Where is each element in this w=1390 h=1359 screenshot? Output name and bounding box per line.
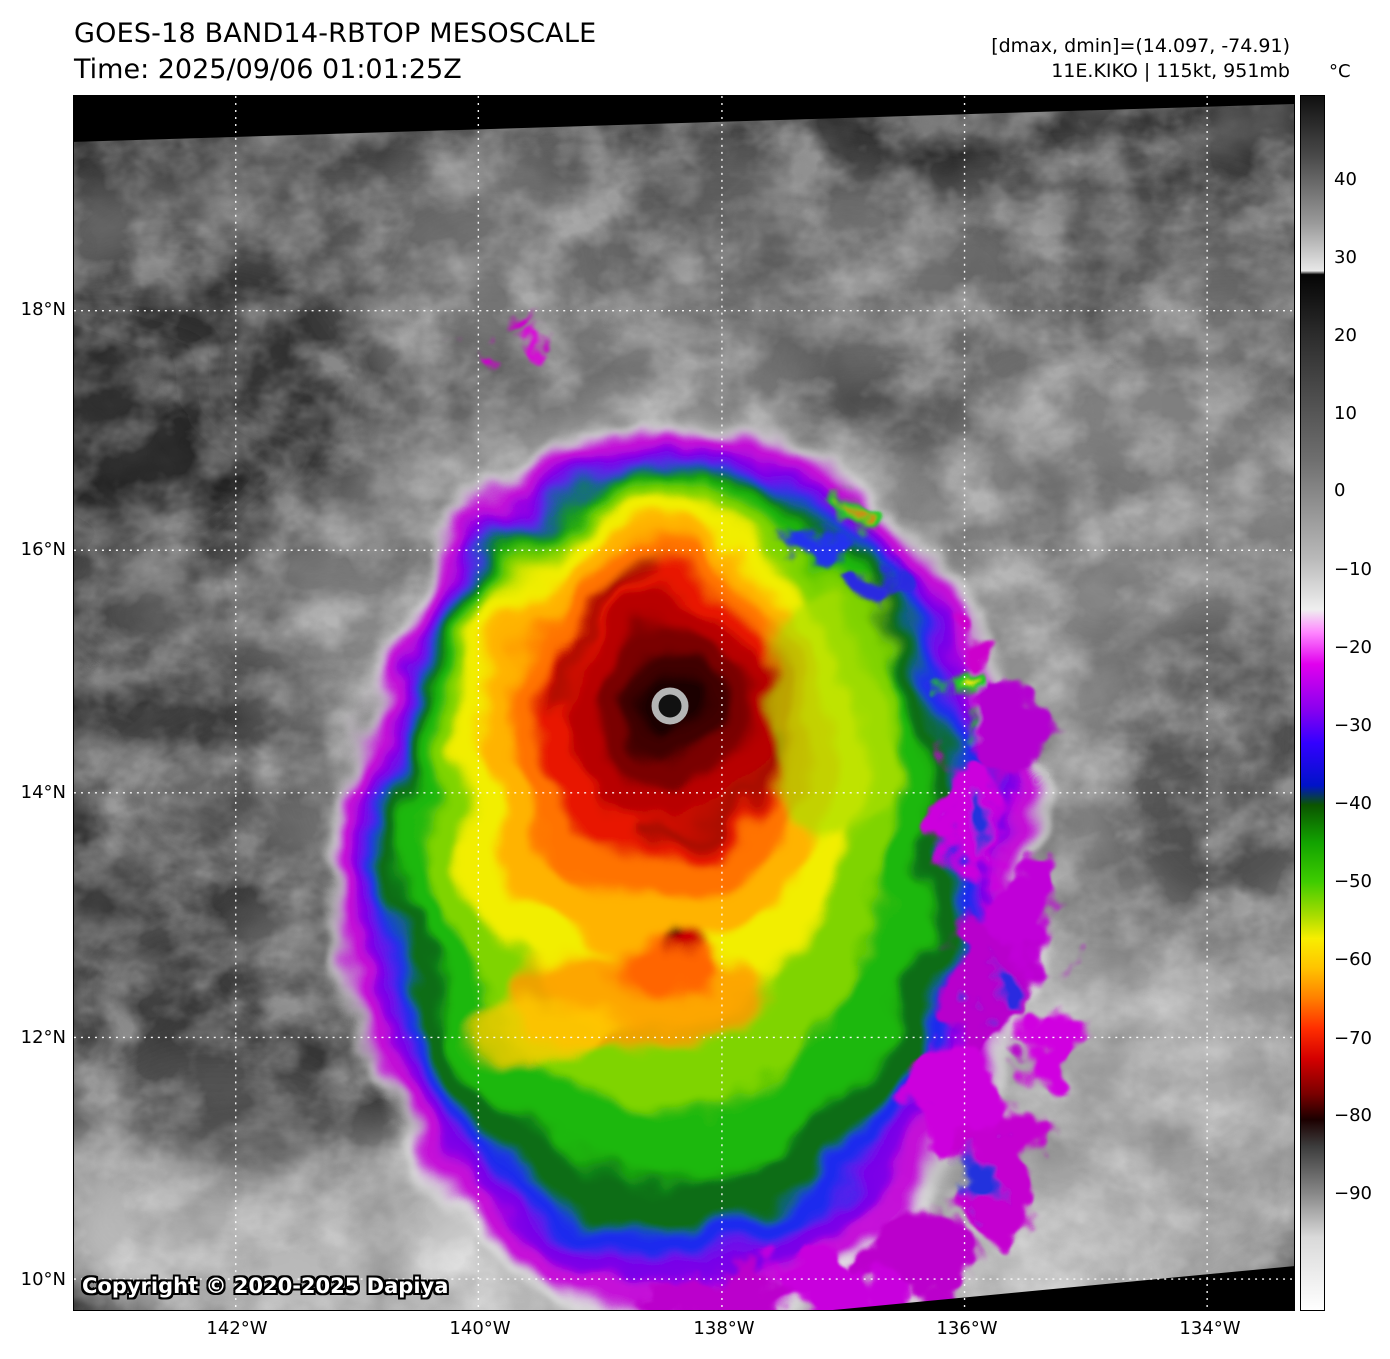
scan-edge-top [74,96,1294,142]
satellite-map: Copyright © 2020-2025 Dapiya [73,95,1295,1311]
lon-label-134w: 134°W [1179,1318,1241,1339]
colorbar-tick-m90: −90 [1334,1183,1372,1204]
convective-fragments [463,318,1078,1310]
lon-label-136w: 136°W [936,1318,998,1339]
colorbar-tick-0: 0 [1334,480,1346,501]
storm-readout: [dmax, dmin]=(14.097, -74.91) 11E.KIKO |… [991,34,1290,84]
colorbar-tick-m40: −40 [1334,793,1372,814]
colorbar-tick-m30: −30 [1334,715,1372,736]
colorbar-tick-m10: −10 [1334,559,1372,580]
lat-label-10n: 10°N [20,1269,66,1290]
lat-label-16n: 16°N [20,539,66,560]
scan-edge-bottom [832,1266,1294,1310]
hurricane-eye [651,687,689,725]
lat-label-14n: 14°N [20,782,66,803]
dmax-dmin-readout: [dmax, dmin]=(14.097, -74.91) [991,35,1290,57]
colorbar-unit: °C [1329,61,1351,82]
lat-label-18n: 18°N [20,299,66,320]
colorbar-gradient [1300,95,1325,1311]
lon-label-142w: 142°W [206,1318,268,1339]
colorbar-tick-10: 10 [1334,403,1357,424]
colorbar-tick-30: 30 [1334,247,1357,268]
colorbar-tick-m50: −50 [1334,871,1372,892]
colorbar-tick-20: 20 [1334,325,1357,346]
storm-info: 11E.KIKO | 115kt, 951mb [1051,60,1290,82]
colorbar-tick-40: 40 [1334,169,1357,190]
product-title: GOES-18 BAND14-RBTOP MESOSCALE [74,18,597,49]
gridlines [74,96,1294,1310]
colorbar-tick-m70: −70 [1334,1028,1372,1049]
copyright-watermark: Copyright © 2020-2025 Dapiya [82,1274,449,1298]
colorbar-tick-m80: −80 [1334,1105,1372,1126]
lon-label-138w: 138°W [693,1318,755,1339]
colorbar-tick-m20: −20 [1334,637,1372,658]
satellite-image [74,96,1294,1310]
colorbar-tick-m60: −60 [1334,949,1372,970]
lat-label-12n: 12°N [20,1027,66,1048]
timestamp: Time: 2025/09/06 01:01:25Z [74,54,462,85]
hurricane-cold-cloud-tops [327,415,1043,1310]
lon-label-140w: 140°W [449,1318,511,1339]
